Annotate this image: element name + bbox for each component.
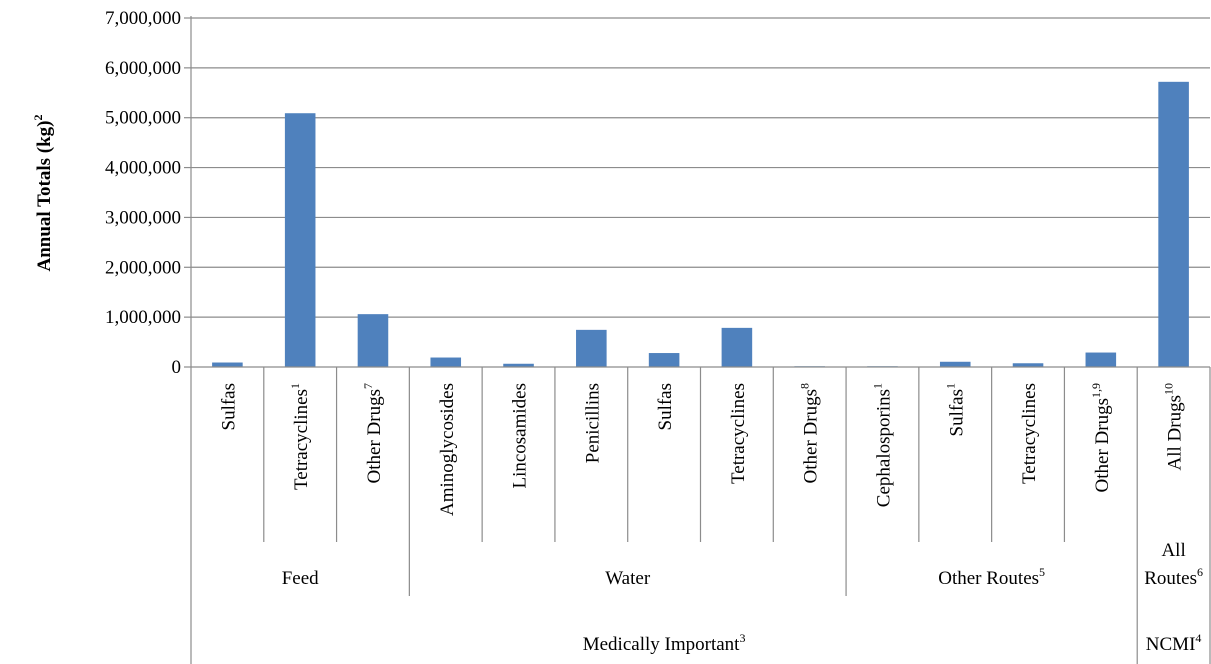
bar: [939, 361, 971, 367]
category-label: Other Drugs7: [361, 383, 385, 483]
bar: [357, 314, 389, 367]
group-label: Feed: [282, 568, 319, 589]
y-tick-label: 6,000,000: [105, 58, 181, 79]
category-label: Lincosamides: [510, 383, 531, 489]
gridlines: [191, 17, 1210, 318]
y-tick-label: 4,000,000: [105, 158, 181, 179]
category-label: Other Drugs1,9: [1089, 383, 1113, 492]
group-label: All Routes6: [1144, 540, 1203, 589]
bar: [212, 362, 243, 367]
bar: [1158, 81, 1189, 368]
bar: [503, 363, 534, 367]
y-tick-labels: 0 1,000,000 2,000,000 3,000,000 4,000,000 5,0…: [105, 8, 181, 378]
bars: [212, 81, 1189, 368]
y-axis-label: Annual Totals (kg)2: [31, 114, 55, 271]
bar: [284, 113, 316, 367]
category-label: All Drugs10: [1162, 383, 1186, 470]
category-label: Other Drugs8: [798, 383, 822, 483]
category-label: Tetracyclines1: [288, 383, 312, 490]
bar: [430, 357, 462, 367]
y-tick-label: 3,000,000: [105, 207, 181, 228]
category-label: Tetracyclines: [1019, 383, 1040, 484]
bar: [721, 327, 753, 367]
bar: [576, 329, 607, 367]
category-label: Penicillins: [582, 383, 603, 463]
bar: [1085, 352, 1117, 367]
category-label: Sulfas: [218, 383, 239, 431]
category-label: Tetracyclines: [728, 383, 749, 484]
y-tick-label: 1,000,000: [105, 307, 181, 328]
category-label: Sulfas1: [943, 383, 967, 437]
y-tick-label: 7,000,000: [105, 8, 181, 29]
group-label: Other Routes5: [938, 565, 1045, 589]
group-labels: Feed Water Other Routes5 All Routes6 Medicall…: [282, 540, 1203, 655]
category-label: Aminoglycosides: [437, 383, 458, 516]
category-label: Cephalosporins1: [870, 383, 894, 507]
group-label: Medically Important3: [583, 631, 746, 655]
y-tick-label: 0: [172, 357, 182, 378]
category-label: Sulfas: [655, 383, 676, 431]
bar: [1012, 363, 1044, 367]
axes: [184, 16, 1211, 664]
category-labels: Sulfas Tetracyclines1 Other Drugs7 Aminogly…: [218, 383, 1185, 516]
bar: [648, 353, 680, 367]
y-tick-label: 5,000,000: [105, 108, 181, 129]
group-label: Water: [605, 568, 651, 589]
y-tick-label: 2,000,000: [105, 257, 181, 278]
group-label: NCMI4: [1146, 631, 1202, 655]
